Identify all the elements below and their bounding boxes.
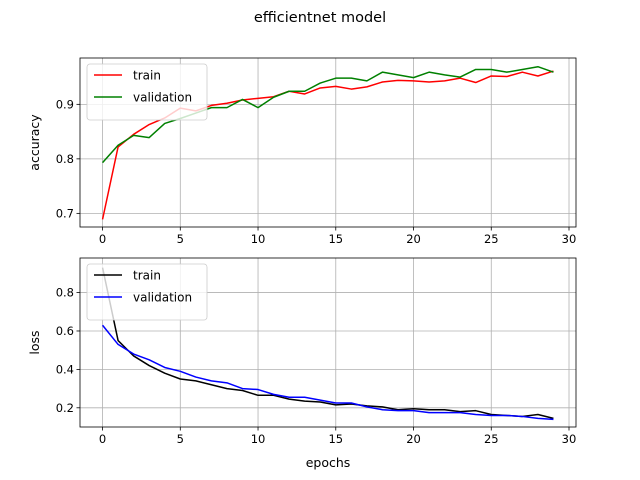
- y-tick-label: 0.2: [56, 401, 74, 415]
- y-axis-label-loss: loss: [27, 330, 42, 354]
- x-tick-label: 0: [99, 232, 106, 246]
- axes-frame-accuracy: [79, 57, 577, 228]
- x-tick-label: 15: [328, 432, 343, 446]
- x-tick-label: 30: [562, 232, 577, 246]
- x-tick-label: 5: [177, 432, 184, 446]
- legend-accuracy: train validation: [86, 63, 208, 121]
- x-tick-label: 15: [328, 232, 343, 246]
- y-tick-label: 0.8: [56, 286, 74, 300]
- x-tick-label: 25: [484, 232, 499, 246]
- x-tick-label: 10: [251, 432, 266, 446]
- legend-label-train: train: [133, 69, 161, 83]
- legend-label-validation: validation: [133, 91, 192, 105]
- legend-loss: train validation: [86, 263, 208, 321]
- series-line-validation-loss: [101, 324, 554, 421]
- y-tick-label: 0.7: [56, 206, 74, 220]
- x-tick-label: 20: [406, 232, 421, 246]
- chart-accuracy: 0 5 10 15 20 25 30 0.7 0.8 0.9 accuracy train valida…: [27, 57, 577, 246]
- x-tick-label: 20: [406, 432, 421, 446]
- x-axis-label-loss: epochs: [306, 455, 351, 470]
- legend-label-train: train: [133, 269, 161, 283]
- chart-loss: 0 5 10 15 20 25 30 0.2 0.4 0.6 0.8 loss epochs train v…: [27, 257, 577, 470]
- legend-box: [86, 263, 208, 321]
- y-tick-label: 0.6: [56, 324, 74, 338]
- y-axis-label-accuracy: accuracy: [27, 114, 42, 171]
- x-tick-label: 25: [484, 432, 499, 446]
- x-tick-label: 0: [99, 432, 106, 446]
- x-tick-label: 10: [251, 232, 266, 246]
- y-tick-label: 0.8: [56, 152, 74, 166]
- x-tick-label: 30: [562, 432, 577, 446]
- figure-title: efficientnet model: [254, 10, 386, 26]
- grid-loss: [80, 258, 576, 427]
- y-tick-label: 0.9: [56, 97, 74, 111]
- legend-label-validation: validation: [133, 291, 192, 305]
- legend-box: [86, 63, 208, 121]
- x-tick-label: 5: [177, 232, 184, 246]
- series-line-train-loss: [101, 267, 554, 420]
- axes-frame-loss: [79, 257, 577, 428]
- y-tick-label: 0.4: [56, 362, 74, 376]
